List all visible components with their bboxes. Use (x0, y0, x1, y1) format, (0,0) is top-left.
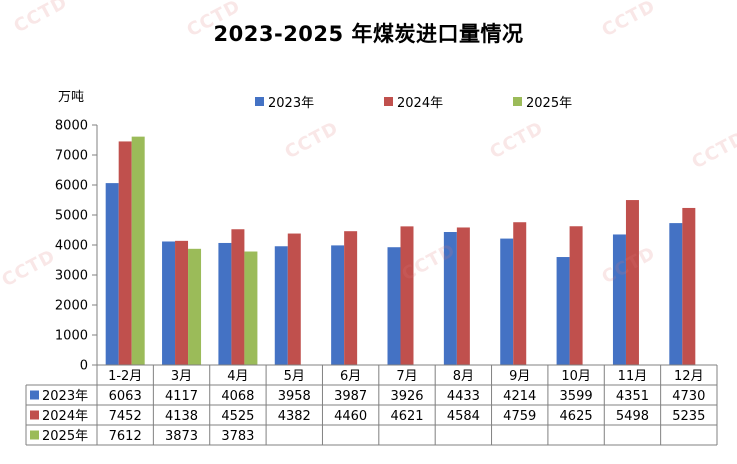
bar (331, 245, 345, 365)
legend-item-2024: 2024年 (384, 92, 443, 111)
bar (556, 257, 570, 365)
bar (105, 183, 119, 365)
bar (612, 234, 626, 365)
x-tick-label: 9月 (509, 369, 530, 384)
data-label: 3783 (221, 429, 254, 444)
bar (118, 141, 132, 365)
data-label: 4068 (221, 389, 254, 404)
data-label: 3873 (165, 429, 198, 444)
y-tick-label: 8000 (55, 119, 88, 134)
table-series-label: 2024年 (42, 409, 88, 424)
legend-label-2023: 2023年 (268, 96, 315, 111)
table-series-label: 2023年 (42, 389, 88, 404)
legend-swatch-2024 (384, 97, 393, 106)
x-tick-label: 6月 (340, 369, 361, 384)
data-label: 3926 (390, 389, 423, 404)
data-label: 3599 (560, 389, 593, 404)
data-label: 4460 (334, 409, 367, 424)
data-label: 4433 (447, 389, 480, 404)
y-tick-label: 6000 (55, 179, 88, 194)
chart-title: 2023-2025 年煤炭进口量情况 (213, 22, 524, 46)
data-label: 4351 (616, 389, 649, 404)
data-label: 4382 (278, 409, 311, 424)
y-tick-label: 5000 (55, 209, 88, 224)
legend-item-2023: 2023年 (255, 92, 314, 111)
bar (669, 223, 683, 365)
legend-swatch-2023 (255, 97, 264, 106)
data-label: 4584 (447, 409, 480, 424)
bar (387, 247, 401, 365)
bar (625, 200, 639, 365)
y-tick-label: 4000 (55, 239, 88, 254)
data-label: 4730 (672, 389, 705, 404)
x-tick-label: 4月 (227, 369, 248, 384)
y-tick-label: 1000 (55, 329, 88, 344)
bar (456, 227, 470, 365)
table-legend-key (30, 410, 39, 420)
data-label: 7452 (109, 409, 142, 424)
data-label: 3958 (278, 389, 311, 404)
y-tick-label: 3000 (55, 269, 88, 284)
table-series-label: 2025年 (42, 429, 88, 444)
data-label: 6063 (109, 389, 142, 404)
y-axis-unit: 万吨 (58, 90, 85, 105)
x-tick-label: 1-2月 (108, 369, 142, 384)
x-tick-label: 8月 (453, 369, 474, 384)
bar (244, 251, 258, 365)
data-label: 7612 (109, 429, 142, 444)
data-label: 4759 (503, 409, 536, 424)
y-tick-label: 2000 (55, 299, 88, 314)
x-tick-label: 3月 (171, 369, 192, 384)
bar (287, 233, 301, 365)
table-legend-key (30, 390, 39, 400)
bar (682, 207, 696, 365)
bar (400, 226, 414, 365)
legend-label-2025: 2025年 (526, 96, 573, 111)
table-legend-key (30, 430, 39, 440)
legend-label-2024: 2024年 (397, 96, 444, 111)
data-label: 4214 (503, 389, 536, 404)
data-label: 5235 (672, 409, 705, 424)
bar (188, 248, 202, 365)
x-tick-label: 10月 (561, 369, 591, 384)
bar (274, 246, 288, 365)
y-tick-label: 0 (80, 359, 88, 374)
bar (569, 226, 583, 365)
data-label: 4525 (221, 409, 254, 424)
data-label: 4625 (560, 409, 593, 424)
x-tick-label: 7月 (396, 369, 417, 384)
data-label: 4621 (390, 409, 423, 424)
bar (443, 232, 457, 365)
bar (162, 241, 176, 365)
bar (131, 136, 145, 365)
x-tick-label: 5月 (284, 369, 305, 384)
data-label: 4117 (165, 389, 198, 404)
bar (344, 231, 358, 365)
bar (500, 238, 514, 365)
bar (513, 222, 527, 365)
x-tick-label: 12月 (674, 369, 704, 384)
data-label: 5498 (616, 409, 649, 424)
bar (218, 242, 232, 365)
x-tick-label: 11月 (618, 369, 648, 384)
legend-swatch-2025 (513, 97, 522, 106)
data-label: 4138 (165, 409, 198, 424)
data-label: 3987 (334, 389, 367, 404)
y-tick-label: 7000 (55, 149, 88, 164)
bar (231, 229, 245, 365)
legend-item-2025: 2025年 (513, 92, 572, 111)
bar (175, 240, 189, 365)
